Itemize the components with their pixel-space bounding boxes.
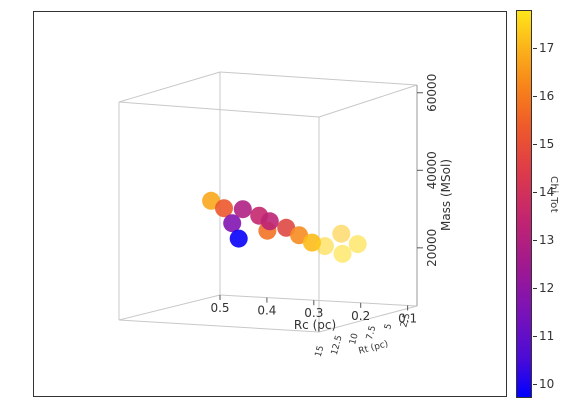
data-point[interactable] — [215, 199, 233, 218]
colorbar-tick — [533, 48, 537, 50]
colorbar-tick-label: 12 — [539, 280, 555, 295]
y-axis-label: Rt (pc) — [358, 339, 390, 357]
y-tick-label: 2.5 — [399, 312, 412, 328]
box-edge-7 — [118, 71, 221, 103]
colorbar-tick — [533, 96, 537, 98]
z-axis-label: Mass (MSol) — [439, 159, 453, 231]
y-tick-label: 5 — [383, 323, 394, 331]
data-point[interactable] — [223, 214, 242, 233]
data-point[interactable] — [332, 224, 351, 243]
box-edge-3 — [118, 294, 221, 321]
y-tick-label: 15 — [314, 345, 327, 359]
data-point[interactable] — [348, 235, 367, 254]
data-point[interactable] — [333, 244, 352, 263]
data-point[interactable] — [315, 237, 334, 256]
colorbar-tick-label: 17 — [539, 41, 555, 56]
colorbar-tick-label: 16 — [539, 89, 555, 104]
y-tick-label: 7.5 — [365, 325, 378, 341]
y-tick-label: 12.5 — [330, 334, 345, 356]
box-edge-6 — [219, 71, 418, 86]
colorbar — [516, 10, 532, 398]
data-point[interactable] — [260, 212, 279, 231]
y-tick-label: 10 — [348, 332, 361, 346]
box-edge-5 — [318, 84, 418, 118]
colorbar-tick — [533, 144, 537, 146]
x-axis-label: Rc (pc) — [294, 318, 336, 332]
colorbar-tick-label: 13 — [539, 232, 555, 247]
box-edge-1 — [318, 305, 418, 333]
colorbar-tick-label: 15 — [539, 137, 555, 152]
colorbar-tick-label: 10 — [539, 376, 555, 391]
z-tick-label: 40000 — [425, 151, 439, 189]
z-tick-label: 60000 — [425, 74, 439, 112]
colorbar-title: Chi Tot — [548, 176, 559, 214]
data-points — [202, 191, 367, 263]
colorbar-tick — [533, 192, 537, 193]
colorbar-tick-label: 11 — [539, 328, 555, 343]
x-tick-label: 0.5 — [210, 301, 229, 315]
box-edge-4 — [118, 101, 320, 118]
colorbar-tick — [533, 383, 537, 385]
colorbar-tick — [533, 239, 537, 241]
colorbar-tick — [533, 335, 537, 337]
box-edge-0 — [118, 319, 320, 333]
x-tick-label: 0.2 — [351, 309, 370, 323]
data-point[interactable] — [229, 229, 248, 248]
z-tick-label: 20000 — [425, 229, 439, 267]
x-tick-label: 0.1 — [398, 311, 417, 325]
colorbar-tick — [533, 287, 537, 289]
x-tick-label: 0.3 — [304, 306, 323, 320]
x-tick-label: 0.4 — [257, 304, 276, 318]
data-point[interactable] — [233, 200, 252, 219]
colorbar-tick-label: 14 — [539, 185, 555, 199]
